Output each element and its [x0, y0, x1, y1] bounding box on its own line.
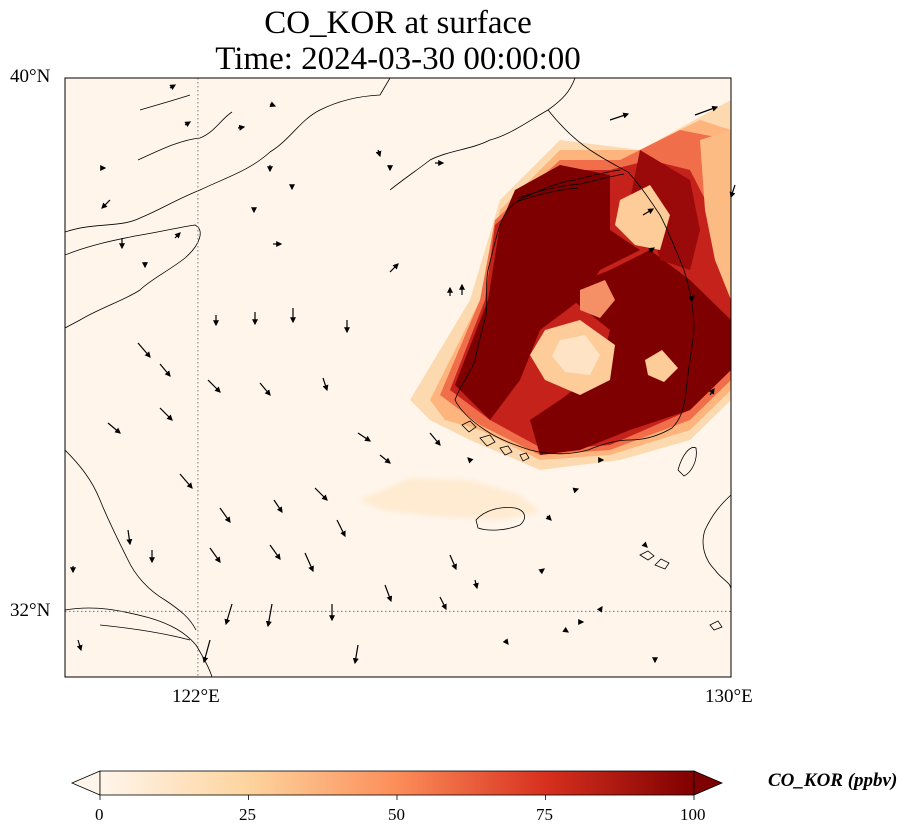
wind-arrow [184, 121, 192, 128]
wind-arrow [174, 232, 181, 239]
wind-vectors [70, 84, 736, 665]
wind-arrow [314, 487, 328, 501]
colorbar-label-75: 75 [536, 805, 553, 824]
wind-arrow [159, 363, 171, 377]
map-frame [64, 77, 732, 678]
wind-arrow [502, 638, 509, 645]
lat-tick-40n: 40°N [10, 66, 51, 87]
wind-arrow [538, 568, 545, 575]
lat-tick-32n: 32°N [10, 600, 51, 621]
wind-arrow [609, 112, 630, 121]
wind-arrow [352, 644, 359, 665]
wind-arrow [384, 584, 393, 603]
wind-arrow [562, 626, 569, 633]
wind-arrow [169, 84, 177, 91]
wind-arrow [265, 603, 273, 628]
map-title-line1: CO_KOR at surface [264, 5, 532, 41]
colorbar-label-50: 50 [388, 805, 405, 824]
wind-arrow [336, 519, 346, 538]
wind-arrow [694, 105, 719, 116]
wind-arrow [572, 487, 580, 494]
wind-arrow [379, 454, 391, 464]
wind-arrow [259, 382, 271, 396]
wind-arrow [269, 544, 281, 560]
wind-arrow [449, 554, 457, 571]
wind-arrow [107, 422, 121, 434]
wind-arrow [729, 184, 736, 199]
colorbar-ticks [99, 795, 695, 800]
coastlines [65, 78, 731, 677]
colorbar-label-100: 100 [680, 805, 706, 824]
colorbar-extend-low [70, 770, 101, 796]
wind-arrow [642, 208, 655, 216]
gridlines [65, 78, 731, 677]
colorbar-extend-high [693, 770, 724, 796]
wind-arrow [126, 529, 133, 546]
colorbar-label-0: 0 [95, 805, 104, 824]
wind-arrow [472, 579, 479, 590]
lon-tick-122e: 122°E [172, 686, 220, 707]
wind-arrow [269, 101, 277, 108]
wind-arrow [708, 388, 715, 396]
colorbar-title: CO_KOR (ppbv) [768, 770, 898, 791]
wind-arrow [202, 639, 211, 664]
wind-arrow [357, 432, 371, 442]
wind-arrow [647, 247, 655, 254]
wind-arrow [209, 547, 221, 563]
wind-arrow [207, 379, 221, 393]
wind-arrow [596, 606, 603, 613]
lon-tick-130e: 130°E [705, 686, 753, 707]
wind-arrow [688, 295, 695, 302]
wind-arrow [545, 514, 552, 521]
colorbar-gradient [99, 770, 695, 796]
colorbar-label-25: 25 [239, 805, 256, 824]
wind-arrow [322, 377, 329, 392]
wind-arrow [439, 596, 447, 611]
wind-arrow [224, 603, 233, 626]
wind-arrow [429, 432, 441, 446]
map-title-line2: Time: 2024-03-30 00:00:00 [215, 41, 581, 77]
wind-arrow [219, 507, 231, 523]
wind-arrow [273, 499, 283, 513]
wind-arrow [179, 473, 193, 489]
wind-arrow [375, 149, 382, 158]
wind-arrow [76, 639, 83, 652]
co-concentration-field [360, 100, 731, 520]
wind-arrow [641, 541, 648, 548]
wind-arrow [137, 342, 151, 358]
wind-arrow [467, 457, 474, 464]
wind-arrow [389, 263, 399, 273]
wind-arrow [304, 552, 314, 573]
wind-arrow [101, 199, 111, 209]
wind-arrow [237, 124, 246, 131]
wind-arrow [159, 407, 173, 421]
